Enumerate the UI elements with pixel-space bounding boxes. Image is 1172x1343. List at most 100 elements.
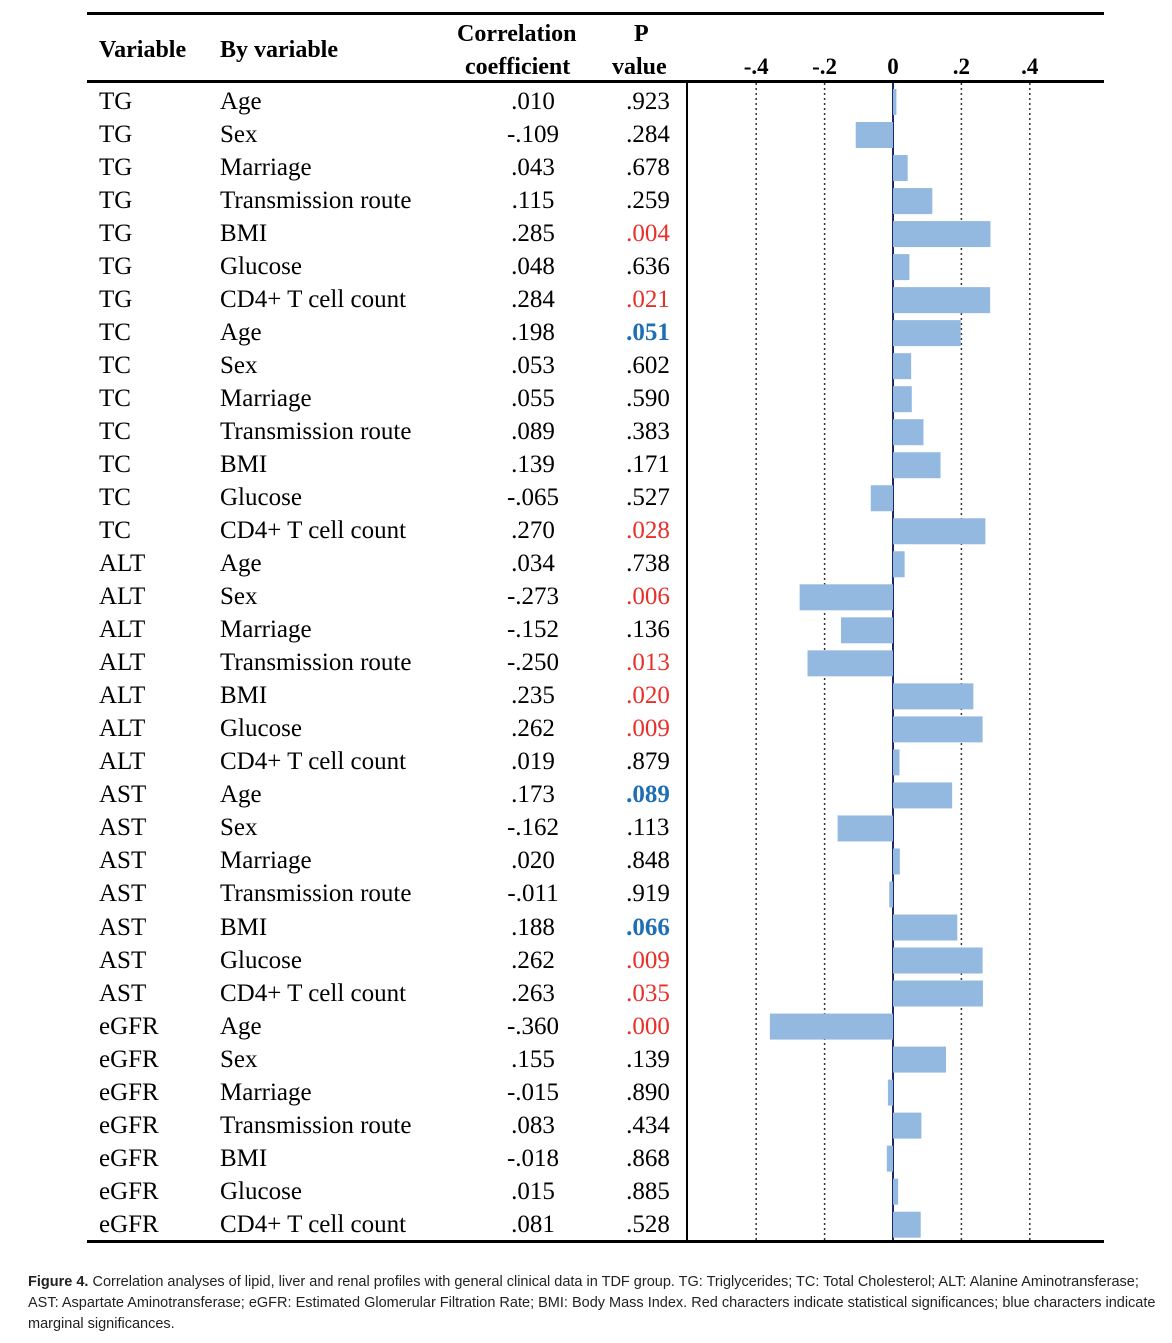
row-p-value: .528 — [626, 1210, 670, 1238]
row-correlation: -.152 — [506, 616, 560, 644]
bar — [893, 386, 912, 413]
row-variable: TG — [99, 253, 133, 281]
row-correlation: .115 — [511, 187, 555, 215]
row-variable: ALT — [99, 649, 146, 677]
figure-caption: Figure 4. Correlation analyses of lipid,… — [28, 1272, 1164, 1335]
row-by-variable: Marriage — [220, 616, 312, 644]
row-by-variable: BMI — [220, 913, 268, 941]
row-variable: TC — [99, 451, 131, 479]
bar — [887, 1079, 893, 1106]
row-correlation: .089 — [511, 418, 555, 446]
row-correlation: .139 — [511, 451, 555, 479]
bar — [893, 716, 983, 743]
bar — [893, 848, 900, 875]
row-variable: TG — [99, 121, 133, 149]
bar — [893, 518, 986, 545]
bar — [886, 1145, 893, 1172]
row-correlation: -.162 — [506, 814, 560, 842]
row-p-value: .009 — [626, 946, 670, 974]
header-rule — [87, 80, 1104, 83]
row-p-value: .590 — [626, 385, 670, 413]
row-p-value: .923 — [626, 88, 670, 115]
row-variable: TC — [99, 385, 131, 413]
row-correlation: .173 — [511, 781, 555, 809]
row-correlation: -.011 — [507, 880, 559, 908]
row-correlation: .055 — [511, 385, 555, 413]
header-by-variable: By variable — [220, 37, 338, 63]
bar — [769, 1013, 893, 1040]
bar — [893, 188, 933, 215]
row-variable: TG — [99, 220, 133, 248]
bar — [807, 650, 893, 677]
row-by-variable: Glucose — [220, 253, 302, 281]
x-tick-label: 0 — [887, 54, 899, 79]
row-variable: AST — [99, 847, 147, 875]
row-p-value: .602 — [626, 352, 670, 380]
row-by-variable: Transmission route — [220, 187, 412, 215]
row-correlation: .034 — [511, 550, 555, 578]
row-variable: eGFR — [99, 1045, 159, 1073]
row-by-variable: Marriage — [220, 385, 312, 413]
row-correlation: .285 — [511, 220, 555, 248]
bar — [893, 1046, 947, 1073]
row-correlation: .083 — [511, 1111, 555, 1139]
row-p-value: .035 — [626, 979, 670, 1007]
row-correlation: .263 — [511, 979, 555, 1007]
row-variable: eGFR — [99, 1012, 159, 1040]
row-by-variable: Marriage — [220, 1078, 312, 1106]
header-correlation-line2: coefficient — [465, 54, 571, 80]
row-p-value: .013 — [626, 649, 670, 677]
row-correlation: -.018 — [506, 1144, 560, 1172]
row-variable: TG — [99, 286, 133, 314]
row-variable: TC — [99, 484, 131, 512]
row-by-variable: Glucose — [220, 946, 302, 974]
bar — [889, 881, 893, 908]
row-by-variable: Sex — [220, 1045, 258, 1073]
row-p-value: .885 — [626, 1177, 670, 1205]
row-by-variable: Sex — [220, 814, 258, 842]
bar — [837, 815, 893, 842]
bar — [893, 551, 905, 578]
caption-label: Figure 4. — [28, 1274, 89, 1290]
row-by-variable: Glucose — [220, 1177, 302, 1205]
row-variable: ALT — [99, 583, 146, 611]
row-correlation: .262 — [511, 715, 555, 743]
row-correlation: .019 — [511, 748, 555, 776]
row-correlation: .188 — [511, 913, 555, 941]
row-variable: AST — [99, 913, 147, 941]
row-p-value: .890 — [626, 1078, 670, 1106]
row-p-value: .171 — [626, 451, 670, 479]
row-by-variable: Sex — [220, 583, 258, 611]
x-tick-label: .2 — [953, 54, 970, 79]
row-by-variable: Marriage — [220, 154, 312, 182]
row-p-value: .021 — [626, 286, 670, 314]
bar — [893, 980, 983, 1007]
row-variable: TC — [99, 352, 131, 380]
row-by-variable: CD4+ T cell count — [220, 1210, 407, 1238]
row-by-variable: Sex — [220, 121, 258, 149]
row-correlation: -.273 — [506, 583, 560, 611]
row-variable: TC — [99, 517, 131, 545]
row-correlation: .284 — [511, 286, 555, 314]
header-p-line2: value — [612, 54, 667, 80]
row-variable: eGFR — [99, 1210, 159, 1238]
row-p-value: .259 — [626, 187, 670, 215]
row-correlation: .262 — [511, 946, 555, 974]
row-variable: ALT — [99, 715, 146, 743]
row-correlation: .053 — [511, 352, 555, 380]
row-variable: AST — [99, 979, 147, 1007]
row-by-variable: Marriage — [220, 847, 312, 875]
row-p-value: .919 — [626, 880, 670, 908]
x-tick-label: -.4 — [744, 54, 769, 79]
row-by-variable: Age — [220, 550, 262, 578]
row-p-value: .868 — [626, 1144, 670, 1172]
row-p-value: .089 — [626, 781, 670, 809]
row-p-value: .000 — [626, 1012, 670, 1040]
row-by-variable: CD4+ T cell count — [220, 517, 407, 545]
top-rule — [87, 12, 1104, 15]
bar — [893, 1178, 899, 1205]
bar — [893, 89, 897, 115]
row-variable: AST — [99, 781, 147, 809]
row-p-value: .434 — [626, 1111, 670, 1139]
row-by-variable: BMI — [220, 1144, 268, 1172]
